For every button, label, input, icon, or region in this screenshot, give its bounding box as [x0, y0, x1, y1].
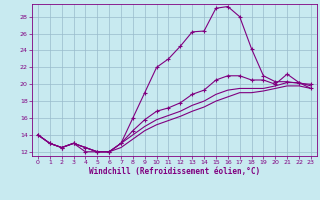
- X-axis label: Windchill (Refroidissement éolien,°C): Windchill (Refroidissement éolien,°C): [89, 167, 260, 176]
